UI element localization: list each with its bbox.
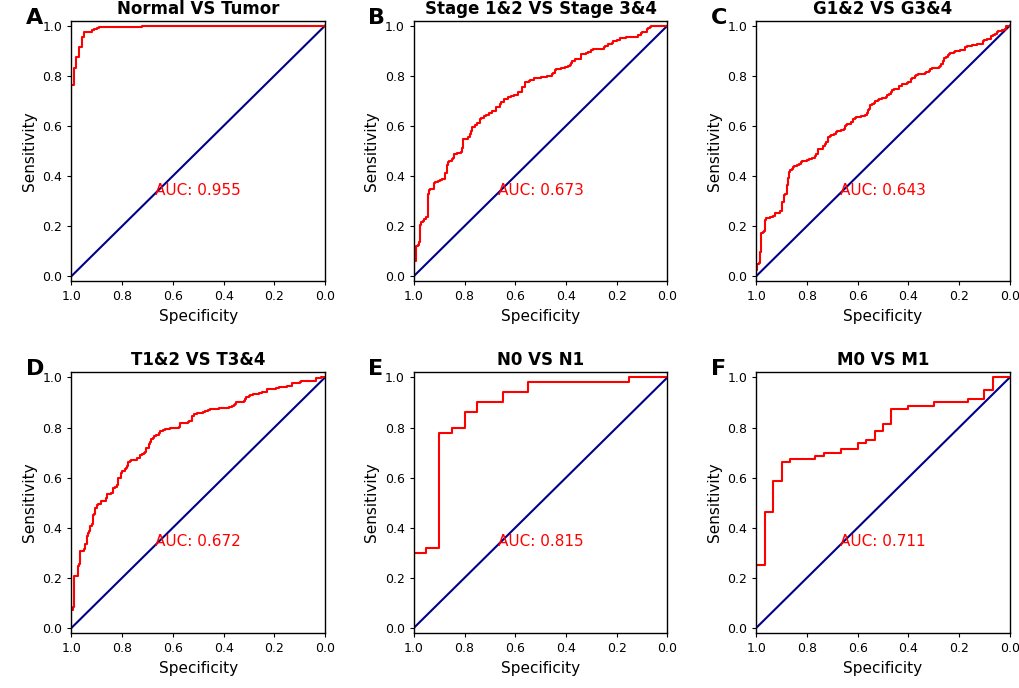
Text: AUC: 0.643: AUC: 0.643 <box>840 182 925 197</box>
Text: AUC: 0.672: AUC: 0.672 <box>155 535 240 549</box>
Title: Stage 1&2 VS Stage 3&4: Stage 1&2 VS Stage 3&4 <box>424 0 656 18</box>
X-axis label: Specificity: Specificity <box>159 660 237 676</box>
Text: B: B <box>368 8 385 28</box>
X-axis label: Specificity: Specificity <box>500 309 580 324</box>
Y-axis label: Sensitivity: Sensitivity <box>21 463 37 543</box>
Y-axis label: Sensitivity: Sensitivity <box>364 111 379 191</box>
Y-axis label: Sensitivity: Sensitivity <box>706 463 720 543</box>
Title: M0 VS M1: M0 VS M1 <box>836 352 928 369</box>
Y-axis label: Sensitivity: Sensitivity <box>706 111 720 191</box>
Text: AUC: 0.711: AUC: 0.711 <box>840 535 925 549</box>
Text: F: F <box>710 359 725 379</box>
Y-axis label: Sensitivity: Sensitivity <box>21 111 37 191</box>
Text: AUC: 0.955: AUC: 0.955 <box>155 182 240 197</box>
Text: AUC: 0.673: AUC: 0.673 <box>497 182 583 197</box>
Title: Normal VS Tumor: Normal VS Tumor <box>117 0 279 18</box>
Text: E: E <box>368 359 383 379</box>
Text: AUC: 0.815: AUC: 0.815 <box>497 535 583 549</box>
X-axis label: Specificity: Specificity <box>843 660 921 676</box>
X-axis label: Specificity: Specificity <box>159 309 237 324</box>
Title: T1&2 VS T3&4: T1&2 VS T3&4 <box>130 352 265 369</box>
Title: N0 VS N1: N0 VS N1 <box>496 352 584 369</box>
Title: G1&2 VS G3&4: G1&2 VS G3&4 <box>812 0 952 18</box>
Text: D: D <box>25 359 44 379</box>
Y-axis label: Sensitivity: Sensitivity <box>364 463 379 543</box>
X-axis label: Specificity: Specificity <box>500 660 580 676</box>
Text: C: C <box>710 8 727 28</box>
Text: A: A <box>25 8 43 28</box>
X-axis label: Specificity: Specificity <box>843 309 921 324</box>
